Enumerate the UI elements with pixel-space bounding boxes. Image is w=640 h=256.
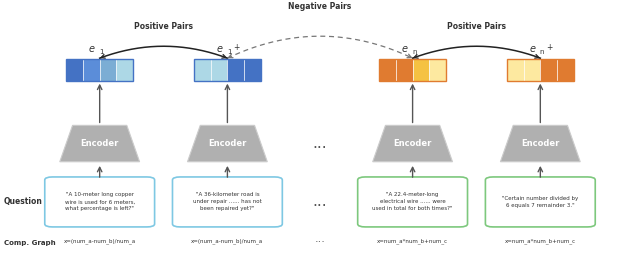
Polygon shape	[500, 125, 580, 162]
Text: e: e	[89, 44, 95, 54]
Bar	[194, 59, 261, 81]
Text: Question: Question	[4, 197, 43, 206]
Bar	[244, 59, 261, 81]
Text: e: e	[402, 44, 408, 54]
Text: Positive Pairs: Positive Pairs	[134, 22, 193, 31]
Bar	[83, 59, 100, 81]
Text: x=(num_a-num_b)/num_a: x=(num_a-num_b)/num_a	[191, 238, 264, 244]
Text: ...: ...	[313, 136, 327, 151]
Text: x=num_a*num_b+num_c: x=num_a*num_b+num_c	[377, 238, 448, 244]
Text: x=(num_a-num_b)/num_a: x=(num_a-num_b)/num_a	[63, 238, 136, 244]
Text: ...: ...	[315, 234, 325, 244]
Text: ...: ...	[313, 195, 327, 209]
Bar	[66, 59, 133, 81]
Polygon shape	[188, 125, 268, 162]
Text: 1: 1	[227, 49, 231, 55]
Bar	[429, 59, 446, 81]
Bar	[524, 59, 540, 81]
Bar	[540, 59, 557, 81]
Bar	[227, 59, 244, 81]
Polygon shape	[60, 125, 140, 162]
Text: Encoder: Encoder	[81, 139, 119, 148]
Text: Positive Pairs: Positive Pairs	[447, 22, 506, 31]
Bar	[557, 59, 574, 81]
Bar	[413, 59, 429, 81]
Text: Encoder: Encoder	[208, 139, 246, 148]
FancyBboxPatch shape	[45, 177, 155, 227]
Polygon shape	[372, 125, 452, 162]
Text: "A 22.4-meter-long
electrical wire ...... were
used in total for both times?": "A 22.4-meter-long electrical wire .....…	[372, 193, 453, 211]
Bar	[66, 59, 83, 81]
Bar	[507, 59, 524, 81]
Bar	[379, 59, 396, 81]
Bar	[211, 59, 227, 81]
Text: Encoder: Encoder	[521, 139, 559, 148]
Bar	[507, 59, 574, 81]
Text: 1: 1	[99, 49, 104, 55]
Bar	[194, 59, 211, 81]
Text: e: e	[217, 44, 223, 54]
Text: "A 10-meter long copper
wire is used for 6 meters,
what percentage is left?": "A 10-meter long copper wire is used for…	[65, 193, 135, 211]
Text: x=num_a*num_b+num_c: x=num_a*num_b+num_c	[505, 238, 576, 244]
Text: "A 36-kilometer road is
under repair ...... has not
been repaired yet?": "A 36-kilometer road is under repair ...…	[193, 193, 262, 211]
Text: +: +	[233, 43, 239, 52]
Bar	[116, 59, 133, 81]
FancyBboxPatch shape	[173, 177, 282, 227]
Text: Negative Pairs: Negative Pairs	[289, 2, 351, 11]
Bar	[100, 59, 116, 81]
Text: Encoder: Encoder	[394, 139, 432, 148]
Text: n: n	[540, 49, 544, 55]
Text: "Certain number divided by
6 equals 7 remainder 3.": "Certain number divided by 6 equals 7 re…	[502, 196, 579, 208]
Text: +: +	[546, 43, 552, 52]
Text: e: e	[530, 44, 536, 54]
FancyBboxPatch shape	[358, 177, 467, 227]
FancyBboxPatch shape	[485, 177, 595, 227]
Text: n: n	[412, 49, 417, 55]
Bar	[379, 59, 446, 81]
Bar	[396, 59, 413, 81]
Text: Comp. Graph: Comp. Graph	[4, 240, 56, 246]
